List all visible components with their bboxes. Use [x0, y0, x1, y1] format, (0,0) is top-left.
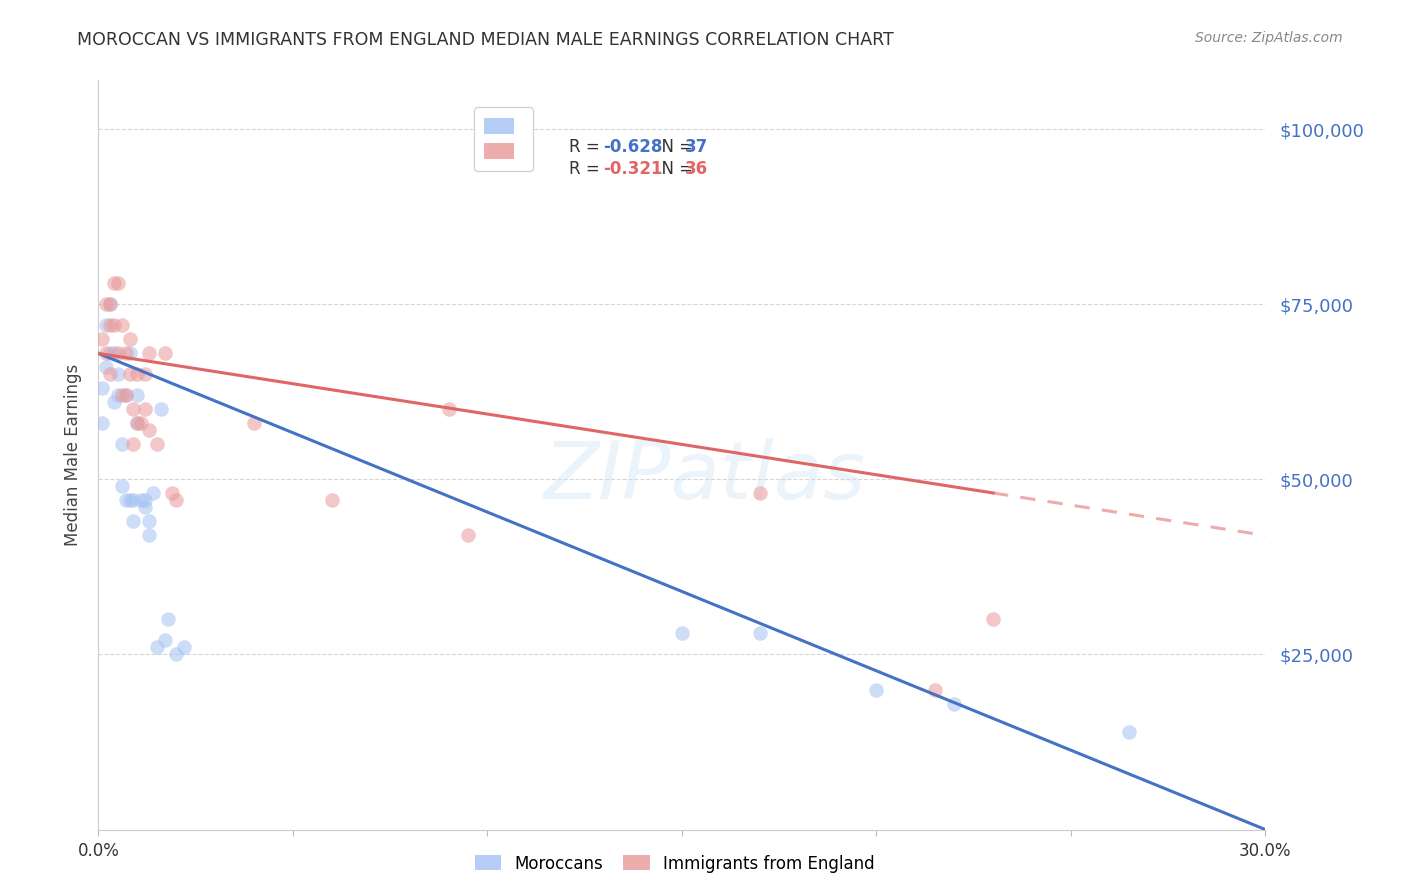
Point: [134, 368, 156, 382]
Point: [243, 417, 266, 431]
Point: [122, 402, 145, 417]
Point: [98, 297, 121, 311]
Text: N =: N =: [651, 137, 699, 155]
Point: [91, 417, 114, 431]
Text: ZIPatlas: ZIPatlas: [544, 438, 866, 516]
Text: R =: R =: [569, 160, 606, 178]
Text: 36: 36: [685, 160, 707, 178]
Point: [103, 318, 125, 333]
Point: [142, 486, 165, 500]
Point: [321, 493, 343, 508]
Point: [122, 437, 145, 451]
Point: [748, 486, 770, 500]
Point: [96, 297, 118, 311]
Point: [98, 297, 121, 311]
Point: [111, 479, 134, 493]
Point: [981, 612, 1004, 626]
Legend: , : ,: [474, 107, 533, 171]
Point: [748, 626, 770, 640]
Point: [134, 500, 156, 515]
Point: [118, 346, 141, 360]
Point: [103, 395, 125, 409]
Point: [153, 633, 176, 648]
Point: [114, 388, 136, 402]
Text: R =: R =: [569, 137, 606, 155]
Point: [146, 437, 169, 451]
Text: -0.628: -0.628: [603, 137, 662, 155]
Point: [457, 528, 479, 542]
Point: [107, 277, 129, 291]
Point: [122, 493, 145, 508]
Text: Source: ZipAtlas.com: Source: ZipAtlas.com: [1195, 31, 1343, 45]
Point: [122, 515, 145, 529]
Point: [157, 612, 180, 626]
Point: [138, 528, 160, 542]
Point: [103, 277, 125, 291]
Point: [437, 402, 460, 417]
Point: [96, 318, 118, 333]
Point: [114, 388, 136, 402]
Point: [138, 424, 160, 438]
Point: [165, 648, 187, 662]
Point: [111, 318, 134, 333]
Point: [165, 493, 187, 508]
Point: [134, 402, 156, 417]
Point: [671, 626, 693, 640]
Text: -0.321: -0.321: [603, 160, 662, 178]
Point: [118, 493, 141, 508]
Point: [129, 417, 152, 431]
Point: [111, 388, 134, 402]
Text: 37: 37: [685, 137, 707, 155]
Point: [107, 388, 129, 402]
Point: [127, 368, 149, 382]
Point: [149, 402, 172, 417]
Point: [127, 417, 149, 431]
Point: [138, 515, 160, 529]
Point: [943, 697, 966, 711]
Point: [173, 640, 195, 655]
Text: MOROCCAN VS IMMIGRANTS FROM ENGLAND MEDIAN MALE EARNINGS CORRELATION CHART: MOROCCAN VS IMMIGRANTS FROM ENGLAND MEDI…: [77, 31, 894, 49]
Point: [98, 318, 121, 333]
Point: [924, 682, 946, 697]
Point: [153, 346, 176, 360]
Point: [96, 360, 118, 375]
Text: N =: N =: [651, 160, 699, 178]
Point: [162, 486, 184, 500]
Point: [134, 493, 156, 508]
Point: [129, 493, 152, 508]
Point: [114, 493, 136, 508]
Point: [146, 640, 169, 655]
Point: [107, 368, 129, 382]
Point: [118, 368, 141, 382]
Point: [127, 417, 149, 431]
Y-axis label: Median Male Earnings: Median Male Earnings: [65, 364, 83, 546]
Point: [118, 332, 141, 346]
Point: [107, 346, 129, 360]
Point: [111, 437, 134, 451]
Point: [98, 368, 121, 382]
Point: [1118, 724, 1140, 739]
Point: [865, 682, 887, 697]
Point: [114, 346, 136, 360]
Point: [127, 388, 149, 402]
Point: [138, 346, 160, 360]
Legend: Moroccans, Immigrants from England: Moroccans, Immigrants from England: [468, 848, 882, 880]
Point: [98, 346, 121, 360]
Point: [103, 346, 125, 360]
Point: [91, 381, 114, 395]
Point: [91, 332, 114, 346]
Point: [96, 346, 118, 360]
